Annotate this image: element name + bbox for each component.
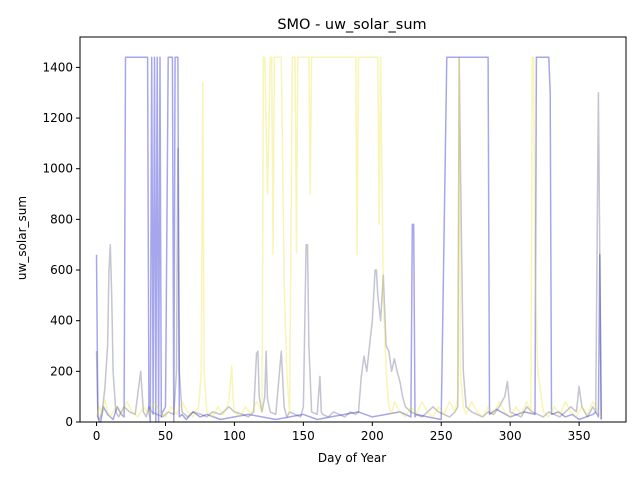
- x-tick-label: 50: [158, 429, 173, 443]
- x-tick-label: 350: [568, 429, 591, 443]
- y-tick-label: 1200: [42, 111, 73, 125]
- y-axis: 0 200 400 600 800 1000 1200 1400: [42, 60, 80, 429]
- x-tick-label: 150: [292, 429, 315, 443]
- x-tick-label: 250: [430, 429, 453, 443]
- series-line-1: [95, 56, 602, 423]
- y-tick-label: 200: [50, 364, 73, 378]
- x-axis-label: Day of Year: [318, 451, 386, 465]
- series-line-2: [95, 56, 602, 421]
- series-layer: [95, 56, 602, 423]
- y-axis-label: uw_solar_sum: [15, 196, 29, 280]
- chart-title: SMO - uw_solar_sum: [277, 17, 426, 33]
- y-tick-label: 1000: [42, 162, 73, 176]
- y-tick-label: 800: [50, 212, 73, 226]
- y-tick-label: 1400: [42, 60, 73, 74]
- x-tick-label: 300: [499, 429, 522, 443]
- x-axis: 0 50 100 150 200 250 300 350: [93, 422, 591, 443]
- y-tick-label: 600: [50, 263, 73, 277]
- plot-frame: [79, 36, 627, 423]
- x-tick-label: 200: [361, 429, 384, 443]
- series-line-3: [95, 56, 602, 418]
- y-tick-label: 0: [65, 415, 73, 429]
- x-tick-label: 0: [93, 429, 101, 443]
- x-tick-label: 100: [223, 429, 246, 443]
- y-tick-label: 400: [50, 314, 73, 328]
